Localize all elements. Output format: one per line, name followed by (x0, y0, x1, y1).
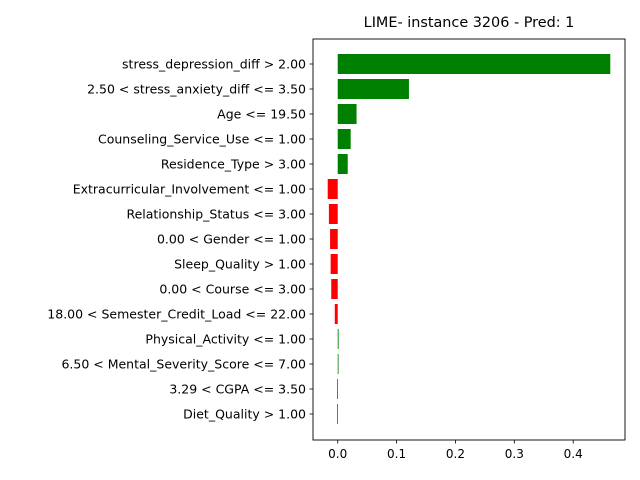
x-tick-label: 0.3 (505, 447, 524, 461)
y-tick-label: 0.00 < Gender <= 1.00 (157, 232, 306, 247)
bar-12 (337, 329, 339, 349)
x-tick-label: 0.4 (564, 447, 583, 461)
x-axis: 0.0 0.1 0.2 0.3 0.4 (328, 440, 583, 461)
chart-title: LIME- instance 3206 - Pred: 1 (364, 15, 575, 31)
x-tick-label: 0.2 (446, 447, 465, 461)
bar-3 (337, 104, 357, 124)
y-tick-label: Diet_Quality > 1.00 (183, 407, 306, 422)
bar-5 (337, 154, 348, 174)
bar-10 (331, 279, 338, 299)
x-tick-label: 0.1 (387, 447, 406, 461)
y-tick-label: Extracurricular_Involvement <= 1.00 (73, 182, 306, 197)
plot-frame (312, 38, 626, 441)
y-tick-labels: stress_depression_diff > 2.00 2.50 < stre… (47, 57, 313, 422)
y-tick-label: Relationship_Status <= 3.00 (126, 207, 306, 222)
y-tick-label: Residence_Type > 3.00 (161, 157, 306, 172)
y-tick-label: 0.00 < Course <= 3.00 (159, 282, 306, 297)
bar-14 (337, 379, 338, 399)
bar-6 (327, 179, 338, 199)
y-tick-label: Sleep_Quality > 1.00 (174, 257, 306, 272)
bar-7 (328, 204, 338, 224)
bar-2 (337, 79, 409, 99)
y-tick-label: 18.00 < Semester_Credit_Load <= 22.00 (47, 307, 306, 322)
x-tick-label: 0.0 (328, 447, 347, 461)
y-tick-label: Counseling_Service_Use <= 1.00 (98, 132, 306, 147)
bar-13 (337, 354, 339, 374)
bar-1 (337, 54, 611, 74)
bar-8 (330, 229, 338, 249)
y-tick-label: stress_depression_diff > 2.00 (122, 57, 306, 72)
y-tick-label: Age <= 19.50 (217, 107, 306, 122)
bar-4 (337, 129, 351, 149)
y-tick-label: Physical_Activity <= 1.00 (145, 332, 306, 347)
y-tick-label: 3.29 < CGPA <= 3.50 (169, 382, 306, 397)
bar-9 (330, 254, 338, 274)
bar-15 (337, 404, 338, 424)
y-tick-label: 6.50 < Mental_Severity_Score <= 7.00 (61, 357, 306, 372)
y-tick-label: 2.50 < stress_anxiety_diff <= 3.50 (87, 82, 306, 97)
bar-11 (334, 304, 338, 324)
bars-group (327, 54, 611, 424)
